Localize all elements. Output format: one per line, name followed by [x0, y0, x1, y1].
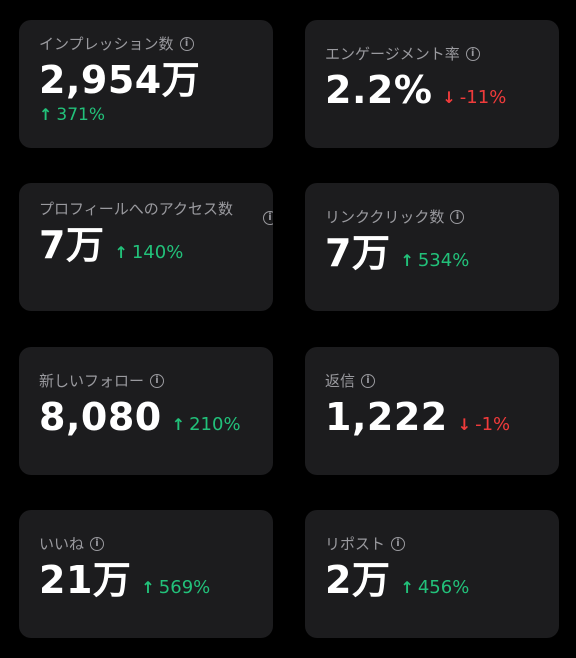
metric-delta: ↓ -1%	[458, 414, 510, 436]
metric-delta: ↑ 371%	[39, 104, 253, 126]
metric-label: プロフィールへのアクセス数	[39, 200, 233, 218]
metric-label-row: 返信 i	[325, 371, 539, 391]
metric-delta: ↑ 140%	[114, 242, 183, 264]
arrow-down-icon: ↓	[457, 415, 472, 434]
info-icon[interactable]: i	[263, 211, 273, 225]
metric-delta-value: 569%	[158, 577, 211, 598]
info-icon[interactable]: i	[150, 374, 165, 388]
metric-delta-value: 210%	[189, 414, 241, 435]
info-icon[interactable]: i	[450, 210, 465, 224]
metric-label: 返信	[325, 372, 356, 390]
metric-value-row: 2.2% ↓ -11%	[325, 68, 539, 112]
metric-value: 21万	[39, 558, 132, 602]
metric-label-row: いいね i	[39, 534, 253, 554]
metric-label-row: インプレッション数 i	[39, 34, 253, 54]
metric-value: 7万	[325, 231, 391, 275]
metric-delta-value: 456%	[417, 577, 470, 598]
metric-delta: ↑ 534%	[400, 250, 469, 272]
metric-card-link-clicks: リンククリック数 i 7万 ↑ 534%	[305, 183, 559, 311]
metric-label: インプレッション数	[39, 35, 174, 53]
metric-value-row: 7万 ↑ 140%	[39, 223, 253, 267]
metric-value-row: 1,222 ↓ -1%	[325, 395, 539, 439]
arrow-down-icon: ↓	[442, 88, 456, 107]
metric-delta: ↑ 456%	[400, 577, 469, 599]
metric-value: 7万	[39, 223, 105, 267]
arrow-up-icon: ↑	[114, 243, 128, 262]
metric-label: エンゲージメント率	[325, 45, 460, 63]
metric-label-row: 新しいフォロー i	[39, 371, 253, 391]
metric-value-row: 21万 ↑ 569%	[39, 558, 253, 602]
metric-card-impressions: インプレッション数 i 2,954万 ↑ 371%	[19, 20, 273, 148]
metric-delta-value: 140%	[131, 242, 184, 263]
info-icon[interactable]: i	[465, 47, 480, 61]
metric-value: 2.2%	[325, 68, 433, 112]
metric-delta-value: 534%	[417, 250, 470, 271]
metric-card-new-follows: 新しいフォロー i 8,080 ↑ 210%	[19, 347, 273, 475]
metric-value-row: 8,080 ↑ 210%	[39, 395, 253, 439]
metric-label: 新しいフォロー	[39, 372, 145, 390]
arrow-up-icon: ↑	[171, 415, 186, 434]
metric-label: リンククリック数	[325, 208, 445, 226]
arrow-up-icon: ↑	[39, 105, 53, 124]
metric-label-row: リポスト i	[325, 534, 539, 554]
metric-delta: ↓ -11%	[442, 87, 506, 109]
metric-delta: ↑ 569%	[141, 577, 210, 599]
metric-delta: ↑ 210%	[172, 414, 241, 436]
metric-value-row: 7万 ↑ 534%	[325, 231, 539, 275]
metric-label-row: プロフィールへのアクセス数 i	[39, 199, 273, 225]
arrow-up-icon: ↑	[400, 251, 414, 270]
arrow-up-icon: ↑	[400, 578, 414, 597]
info-icon[interactable]: i	[90, 537, 105, 551]
metric-card-replies: 返信 i 1,222 ↓ -1%	[305, 347, 559, 475]
info-icon[interactable]: i	[391, 537, 406, 551]
metric-value: 2万	[325, 558, 391, 602]
metric-card-engagement-rate: エンゲージメント率 i 2.2% ↓ -11%	[305, 20, 559, 148]
metric-card-profile-visits: プロフィールへのアクセス数 i 7万 ↑ 140%	[19, 183, 273, 311]
metric-value-row: 2,954万 ↑ 371%	[39, 58, 253, 126]
metric-value: 8,080	[39, 395, 162, 439]
arrow-up-icon: ↑	[141, 578, 155, 597]
metric-label-row: リンククリック数 i	[325, 207, 539, 227]
metric-delta-value: -11%	[459, 87, 507, 108]
metric-label: いいね	[39, 535, 85, 553]
info-icon[interactable]: i	[361, 374, 376, 388]
metric-card-likes: いいね i 21万 ↑ 569%	[19, 510, 273, 638]
metric-value-row: 2万 ↑ 456%	[325, 558, 539, 602]
info-icon[interactable]: i	[179, 37, 194, 51]
metric-value: 2,954万	[39, 58, 201, 102]
metric-delta-value: 371%	[56, 105, 106, 125]
metric-label-row: エンゲージメント率 i	[325, 44, 539, 64]
metric-value: 1,222	[325, 395, 448, 439]
metric-delta-value: -1%	[475, 414, 511, 435]
metric-label: リポスト	[325, 535, 386, 553]
metric-card-reposts: リポスト i 2万 ↑ 456%	[305, 510, 559, 638]
